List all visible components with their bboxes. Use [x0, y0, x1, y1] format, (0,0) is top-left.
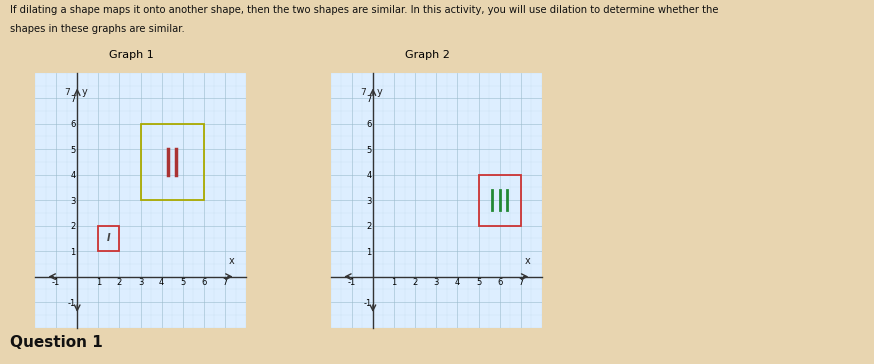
Text: 7: 7 — [360, 88, 365, 97]
Text: 7: 7 — [64, 88, 70, 97]
Text: I: I — [108, 233, 111, 244]
Bar — [479, 175, 521, 226]
Text: Question 1: Question 1 — [10, 335, 103, 350]
Text: Graph 2: Graph 2 — [405, 50, 449, 60]
Text: y: y — [81, 87, 87, 97]
Text: shapes in these graphs are similar.: shapes in these graphs are similar. — [10, 24, 185, 33]
Text: Graph 1: Graph 1 — [109, 50, 154, 60]
Text: If dilating a shape maps it onto another shape, then the two shapes are similar.: If dilating a shape maps it onto another… — [10, 5, 719, 15]
Bar — [99, 226, 120, 251]
Bar — [141, 124, 204, 200]
Text: x: x — [524, 257, 531, 266]
Text: x: x — [229, 257, 234, 266]
Text: y: y — [378, 87, 383, 97]
